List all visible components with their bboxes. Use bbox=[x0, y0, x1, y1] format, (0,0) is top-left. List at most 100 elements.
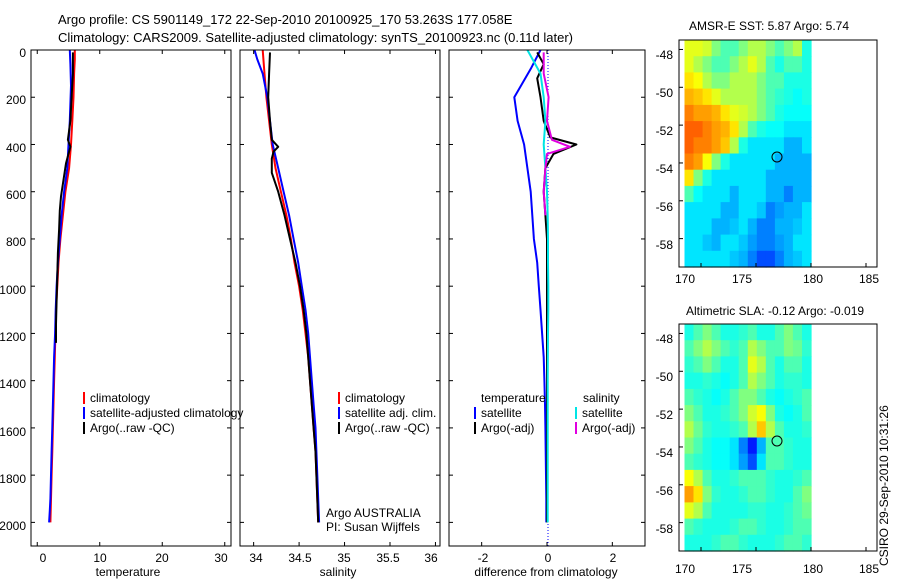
heatmap-cell bbox=[720, 405, 731, 422]
heatmap-cell bbox=[693, 234, 704, 252]
heatmap-cell bbox=[720, 518, 731, 536]
heatmap-cell bbox=[774, 324, 785, 341]
heatmap-cell bbox=[774, 388, 785, 406]
difference-ticks bbox=[449, 49, 645, 546]
heatmap-cell bbox=[738, 185, 749, 203]
heatmap-cell bbox=[720, 202, 731, 219]
heatmap-cell bbox=[684, 137, 695, 155]
heatmap-cell bbox=[765, 104, 776, 122]
heatmap-cell bbox=[711, 40, 722, 57]
heatmap-cell bbox=[765, 40, 776, 57]
heatmap-cell bbox=[783, 104, 794, 122]
heatmap-cell bbox=[765, 202, 776, 219]
heatmap-cell bbox=[684, 421, 695, 439]
heatmap-cell bbox=[711, 518, 722, 536]
heatmap-cell bbox=[684, 153, 695, 171]
heatmap-cell bbox=[720, 421, 731, 439]
heatmap-cell bbox=[693, 153, 704, 171]
heatmap-cell bbox=[783, 372, 794, 390]
sst-map-frame bbox=[678, 39, 878, 268]
heatmap-cell bbox=[738, 153, 749, 171]
heatmap-cell bbox=[756, 104, 767, 122]
heatmap-cell bbox=[774, 234, 785, 252]
heatmap-cell bbox=[684, 202, 695, 219]
x-tick-label: 10 bbox=[93, 551, 107, 565]
heatmap-cell bbox=[702, 169, 713, 187]
heatmap-cell bbox=[729, 153, 740, 171]
heatmap-cell bbox=[792, 453, 803, 471]
heatmap-cell bbox=[693, 202, 704, 219]
heatmap-cell bbox=[802, 534, 812, 552]
y-tick-label: -54 bbox=[656, 162, 674, 176]
heatmap-cell bbox=[693, 372, 704, 390]
legend-label: climatology bbox=[90, 391, 150, 405]
heatmap-cell bbox=[774, 88, 785, 106]
heatmap-cell bbox=[765, 502, 776, 520]
series-line-temperature-satellite bbox=[513, 49, 548, 523]
heatmap-cell bbox=[765, 437, 776, 455]
heatmap-cell bbox=[720, 324, 731, 341]
heatmap-cell bbox=[684, 340, 695, 357]
heatmap-cell bbox=[738, 56, 749, 73]
heatmap-cell bbox=[738, 121, 749, 138]
heatmap-cell bbox=[711, 250, 722, 268]
heatmap-cell bbox=[802, 421, 812, 439]
x-tick-label: 2 bbox=[610, 551, 617, 565]
heatmap-cell bbox=[756, 324, 767, 341]
sla-argo-position-marker bbox=[771, 435, 783, 447]
temperature-x-tick-labels: 0 10 20 30 bbox=[40, 551, 228, 565]
heatmap-cell bbox=[702, 340, 713, 357]
heatmap-cell bbox=[693, 486, 704, 503]
heatmap-cell bbox=[765, 453, 776, 471]
heatmap-cell bbox=[693, 72, 704, 90]
heatmap-cell bbox=[774, 372, 785, 390]
heatmap-cell bbox=[702, 453, 713, 471]
heatmap-cell bbox=[765, 518, 776, 536]
heatmap-cell bbox=[792, 518, 803, 536]
temperature-axes-frame bbox=[30, 49, 232, 547]
heatmap-cell bbox=[747, 185, 758, 203]
sla-map-title: Altimetric SLA: -0.12 Argo: -0.019 bbox=[686, 304, 864, 318]
heatmap-cell bbox=[702, 250, 713, 268]
x-tick-label: 0 bbox=[545, 551, 552, 565]
legend-label: satellite bbox=[481, 406, 522, 420]
series-line-temperature-argo-adj- bbox=[536, 51, 578, 523]
salinity-ticks bbox=[240, 49, 440, 546]
x-tick-label: 35.5 bbox=[376, 551, 400, 565]
heatmap-cell bbox=[738, 469, 749, 487]
heatmap-cell bbox=[738, 104, 749, 122]
x-tick-label: 20 bbox=[155, 551, 169, 565]
difference-x-tick-labels: -2 0 2 bbox=[478, 551, 617, 565]
x-tick-label: 0 bbox=[40, 551, 47, 565]
temperature-ticks bbox=[31, 49, 231, 546]
heatmap-cell bbox=[783, 453, 794, 471]
heatmap-cell bbox=[720, 356, 731, 374]
heatmap-cell bbox=[802, 502, 812, 520]
heatmap-cell bbox=[756, 218, 767, 236]
heatmap-cell bbox=[747, 202, 758, 219]
heatmap-cell bbox=[711, 421, 722, 439]
heatmap-cell bbox=[756, 469, 767, 487]
heatmap-cell bbox=[693, 40, 704, 57]
heatmap-cell bbox=[693, 421, 704, 439]
heatmap-cell bbox=[747, 469, 758, 487]
heatmap-cell bbox=[702, 88, 713, 106]
heatmap-cell bbox=[711, 56, 722, 73]
heatmap-cell bbox=[792, 405, 803, 422]
heatmap-cell bbox=[756, 356, 767, 374]
heatmap-cell bbox=[738, 88, 749, 106]
heatmap-cell bbox=[774, 121, 785, 138]
heatmap-cell bbox=[702, 372, 713, 390]
heatmap-cell bbox=[774, 169, 785, 187]
heatmap-cell bbox=[802, 88, 812, 106]
heatmap-cell bbox=[684, 356, 695, 374]
legend-label: Argo(..raw -QC) bbox=[90, 421, 175, 435]
heatmap-cell bbox=[711, 469, 722, 487]
heatmap-cell bbox=[765, 340, 776, 357]
heatmap-cell bbox=[756, 40, 767, 57]
heatmap-cell bbox=[720, 486, 731, 503]
heatmap-cell bbox=[720, 169, 731, 187]
heatmap-cell bbox=[802, 234, 812, 252]
heatmap-cell bbox=[729, 121, 740, 138]
heatmap-cell bbox=[747, 340, 758, 357]
